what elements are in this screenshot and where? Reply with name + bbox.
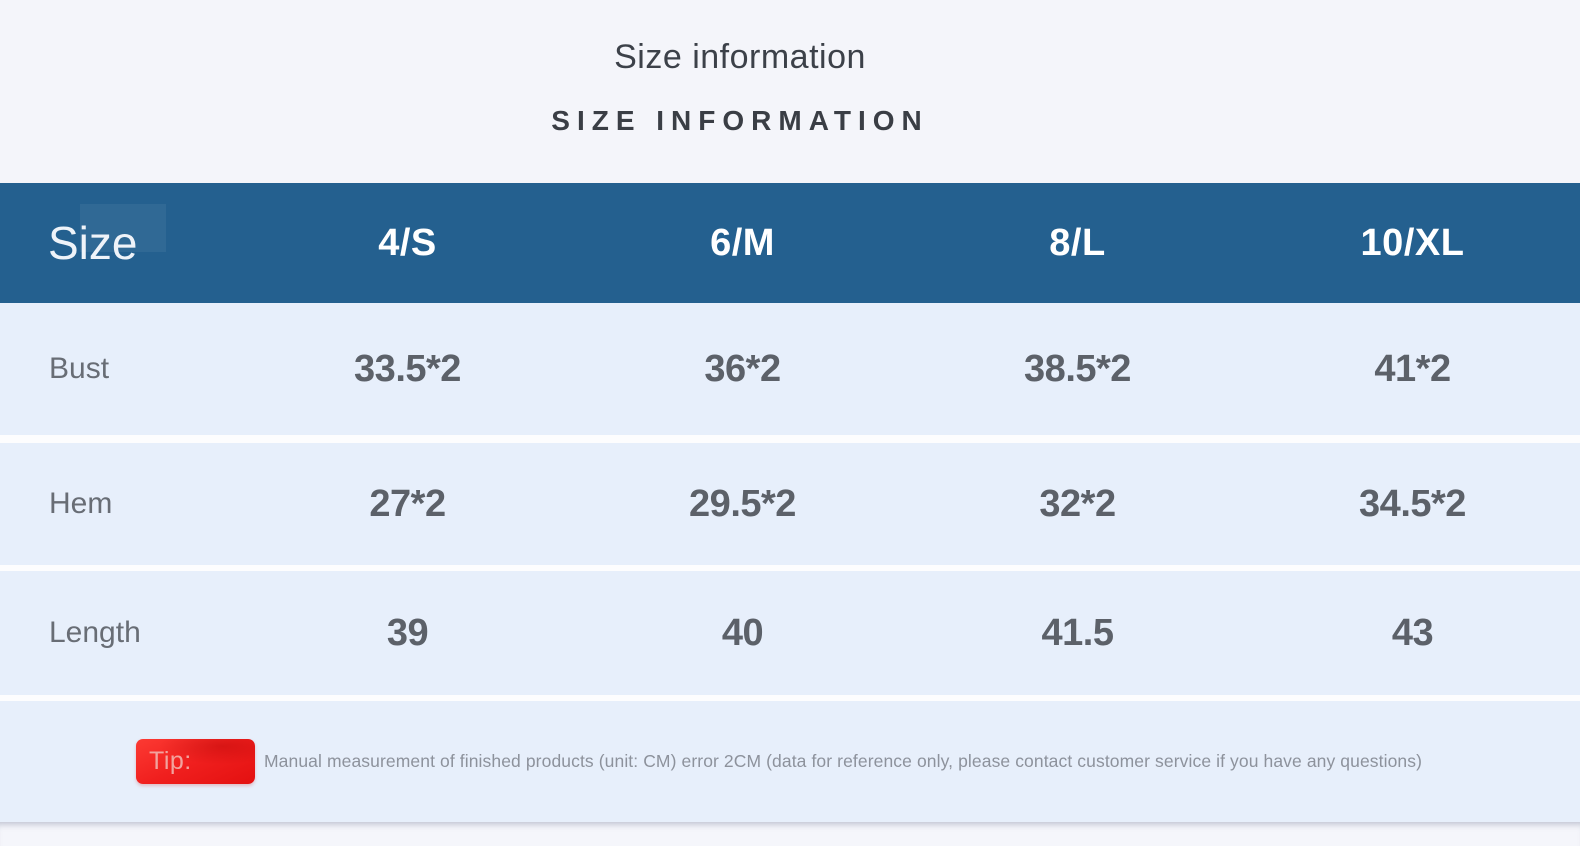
row-label-length: Length bbox=[49, 616, 141, 649]
column-header-10xl: 10/XL bbox=[1360, 221, 1465, 264]
table-header-row: Size 4/S 6/M 8/L 10/XL bbox=[0, 183, 1580, 303]
tip-row: Tip: Manual measurement of finished prod… bbox=[0, 701, 1580, 822]
row-label-hem: Hem bbox=[49, 487, 113, 520]
column-header-4s: 4/S bbox=[378, 221, 437, 264]
bottom-strip bbox=[0, 822, 1580, 846]
tip-badge-label: Tip: bbox=[149, 747, 192, 775]
hem-value-6m: 29.5*2 bbox=[689, 482, 796, 525]
page-subtitle: SIZE INFORMATION bbox=[551, 105, 929, 136]
length-value-4s: 39 bbox=[386, 611, 429, 654]
tip-badge: Tip: bbox=[136, 739, 255, 784]
bust-value-10xl: 41*2 bbox=[1374, 347, 1451, 390]
page-title: Size information bbox=[614, 38, 866, 76]
hem-value-8l: 32*2 bbox=[1039, 482, 1116, 525]
column-header-8l: 8/L bbox=[1049, 221, 1106, 264]
bust-value-6m: 36*2 bbox=[704, 347, 781, 390]
length-value-10xl: 43 bbox=[1391, 611, 1434, 654]
table-row-bust: Bust 33.5*2 36*2 38.5*2 41*2 bbox=[0, 303, 1580, 435]
hem-value-4s: 27*2 bbox=[369, 482, 446, 525]
length-value-6m: 40 bbox=[721, 611, 764, 654]
hem-value-10xl: 34.5*2 bbox=[1359, 482, 1466, 525]
column-header-6m: 6/M bbox=[710, 221, 775, 264]
table-row-hem: Hem 27*2 29.5*2 32*2 34.5*2 bbox=[0, 443, 1580, 565]
bust-value-4s: 33.5*2 bbox=[354, 347, 461, 390]
row-label-bust: Bust bbox=[49, 352, 110, 385]
size-table: Size 4/S 6/M 8/L 10/XL Bust 33.5*2 36*2 … bbox=[0, 183, 1580, 822]
header-area: Size information SIZE INFORMATION bbox=[0, 0, 1480, 183]
length-value-8l: 41.5 bbox=[1041, 611, 1114, 654]
table-row-length: Length 39 40 41.5 43 bbox=[0, 571, 1580, 695]
header-size-label: Size bbox=[0, 204, 240, 270]
bust-value-8l: 38.5*2 bbox=[1024, 347, 1131, 390]
header-size-label-text: Size bbox=[48, 217, 138, 269]
tip-text: Manual measurement of finished products … bbox=[264, 751, 1423, 771]
